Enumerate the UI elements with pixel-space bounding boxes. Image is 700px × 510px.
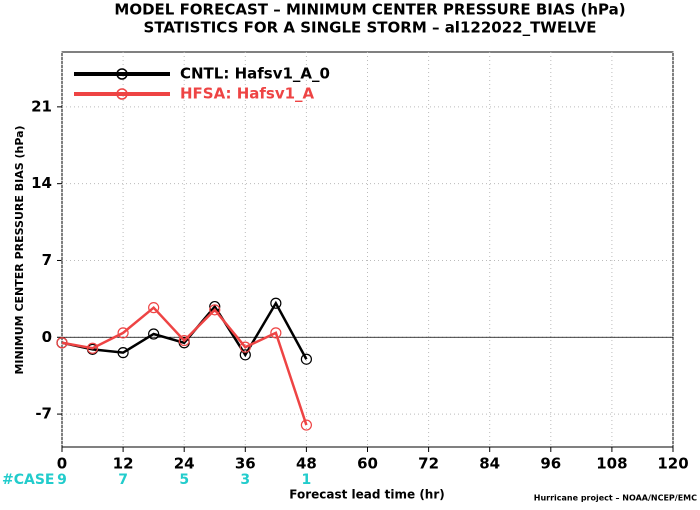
y-tick-label: 21 bbox=[31, 97, 52, 115]
x-tick-label: 12 bbox=[113, 455, 134, 473]
x-axis-label: Forecast lead time (hr) bbox=[289, 488, 445, 502]
footer: Hurricane project – NOAA/NCEP/EMC bbox=[534, 494, 697, 503]
case-count: 7 bbox=[118, 472, 128, 488]
chart-title: MODEL FORECAST – MINIMUM CENTER PRESSURE… bbox=[114, 1, 625, 19]
legend-label: HFSA: Hafsv1_A bbox=[180, 85, 315, 103]
legend-marker bbox=[116, 88, 128, 100]
y-axis-label: MINIMUM CENTER PRESSURE BIAS (hPa) bbox=[13, 125, 26, 374]
x-tick-label: 108 bbox=[596, 455, 627, 473]
data-point bbox=[117, 347, 129, 359]
x-tick-label: 0 bbox=[57, 455, 67, 473]
case-count: 1 bbox=[302, 472, 312, 488]
x-tick-label: 84 bbox=[479, 455, 500, 473]
case-count: 5 bbox=[179, 472, 189, 488]
case-count: 9 bbox=[57, 472, 67, 488]
y-tick-label: 14 bbox=[31, 174, 52, 192]
x-tick-label: 48 bbox=[296, 455, 317, 473]
data-point bbox=[270, 297, 282, 309]
data-point bbox=[300, 419, 312, 431]
data-point bbox=[178, 334, 190, 347]
data-point bbox=[148, 302, 160, 314]
data-point bbox=[270, 327, 282, 339]
case-count: 3 bbox=[240, 472, 250, 488]
chart-subtitle: STATISTICS FOR A SINGLE STORM – al122022… bbox=[144, 19, 597, 37]
x-tick-label: 96 bbox=[540, 455, 561, 473]
data-point bbox=[239, 349, 251, 361]
data-point bbox=[148, 328, 160, 340]
series-line bbox=[61, 300, 308, 360]
x-tick-label: 60 bbox=[357, 455, 378, 473]
data-point bbox=[300, 353, 312, 365]
plot-area bbox=[61, 51, 674, 448]
y-tick-label: -7 bbox=[35, 405, 52, 423]
legend-marker bbox=[116, 68, 128, 80]
x-tick-label: 36 bbox=[235, 455, 256, 473]
data-point bbox=[209, 304, 221, 316]
data-point bbox=[239, 341, 251, 353]
data-point bbox=[117, 327, 129, 339]
data-point bbox=[56, 337, 68, 349]
legend-label: CNTL: Hafsv1_A_0 bbox=[180, 65, 330, 83]
case-label: #CASE bbox=[2, 472, 55, 488]
y-tick-label: 0 bbox=[42, 328, 52, 346]
x-tick-label: 24 bbox=[174, 455, 195, 473]
y-tick-label: 7 bbox=[42, 251, 52, 269]
data-point bbox=[86, 342, 99, 354]
series-line bbox=[61, 305, 308, 426]
x-tick-label: 72 bbox=[418, 455, 439, 473]
x-tick-label: 120 bbox=[657, 455, 688, 473]
